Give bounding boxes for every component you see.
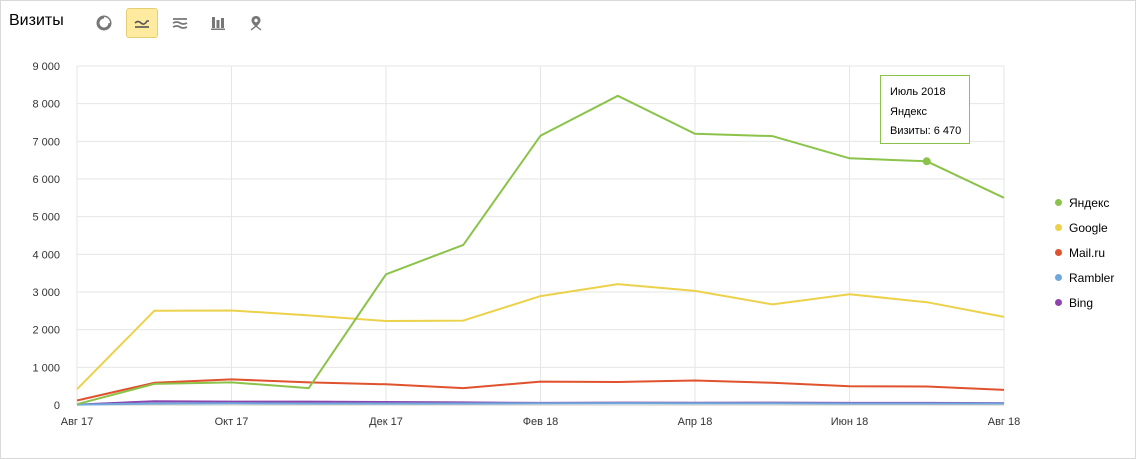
legend-item-google[interactable]: Google — [1055, 215, 1114, 240]
area-chart-button[interactable] — [164, 8, 196, 38]
y-tick-label: 3 000 — [32, 287, 60, 299]
legend-marker — [1055, 224, 1062, 231]
legend-marker — [1055, 249, 1062, 256]
x-tick-label: Дек 17 — [369, 416, 403, 428]
bar-chart-button[interactable] — [202, 8, 234, 38]
chart-type-toolbar — [88, 8, 272, 38]
y-tick-label: 5 000 — [32, 212, 60, 224]
series-line — [76, 283, 1005, 390]
x-tick-label: Окт 17 — [215, 416, 249, 428]
pie-chart-icon — [96, 15, 112, 31]
area-chart-icon — [172, 18, 188, 29]
line-chart-button[interactable] — [126, 8, 158, 38]
y-tick-label: 8 000 — [32, 99, 60, 111]
x-tick-label: Авг 17 — [61, 416, 93, 428]
legend-label: Google — [1069, 220, 1108, 235]
legend-marker — [1055, 274, 1062, 281]
legend-marker — [1055, 299, 1062, 306]
pie-chart-button[interactable] — [88, 8, 120, 38]
y-tick-label: 4 000 — [32, 249, 60, 261]
legend-label: Bing — [1069, 295, 1094, 310]
map-button[interactable] — [240, 8, 272, 38]
tooltip-value: Визиты: 6 470 — [890, 125, 962, 137]
tooltip-period: Июль 2018 — [890, 86, 946, 98]
y-tick-label: 7 000 — [32, 136, 60, 148]
tooltip-series: Яндекс — [890, 105, 927, 118]
legend-marker — [1055, 199, 1062, 206]
y-tick-label: 2 000 — [32, 325, 60, 337]
legend-item-rambler[interactable]: Rambler — [1055, 265, 1114, 290]
line-chart-icon — [134, 20, 149, 28]
y-tick-label: 9 000 — [32, 61, 60, 73]
legend-item-bing[interactable]: Bing — [1055, 290, 1114, 315]
x-tick-label: Фев 18 — [523, 416, 559, 428]
legend-item-mailru[interactable]: Mail.ru — [1055, 240, 1114, 265]
chart-tooltip: Июль 2018 Яндекс Визиты: 6 470 — [880, 75, 970, 144]
x-tick-label: Июн 18 — [831, 416, 869, 428]
x-tick-label: Апр 18 — [678, 416, 713, 428]
chart-title: Визиты — [9, 12, 64, 29]
legend-label: Яндекс — [1069, 195, 1110, 210]
y-tick-label: 6 000 — [32, 174, 60, 186]
legend-label: Mail.ru — [1069, 245, 1106, 260]
bar-chart-icon — [211, 17, 225, 30]
y-tick-label: 1 000 — [32, 362, 60, 374]
highlighted-point — [922, 157, 931, 166]
chart-legend: Яндекс Google Mail.ru Rambler Bing — [1055, 190, 1114, 315]
map-pin-icon — [250, 16, 262, 31]
x-tick-label: Авг 18 — [988, 416, 1020, 428]
legend-label: Rambler — [1069, 270, 1115, 285]
series-line — [76, 402, 1004, 406]
series-line — [76, 94, 1005, 406]
legend-item-yandex[interactable]: Яндекс — [1055, 190, 1114, 215]
y-tick-label: 0 — [54, 400, 60, 412]
series-line — [76, 378, 1005, 402]
